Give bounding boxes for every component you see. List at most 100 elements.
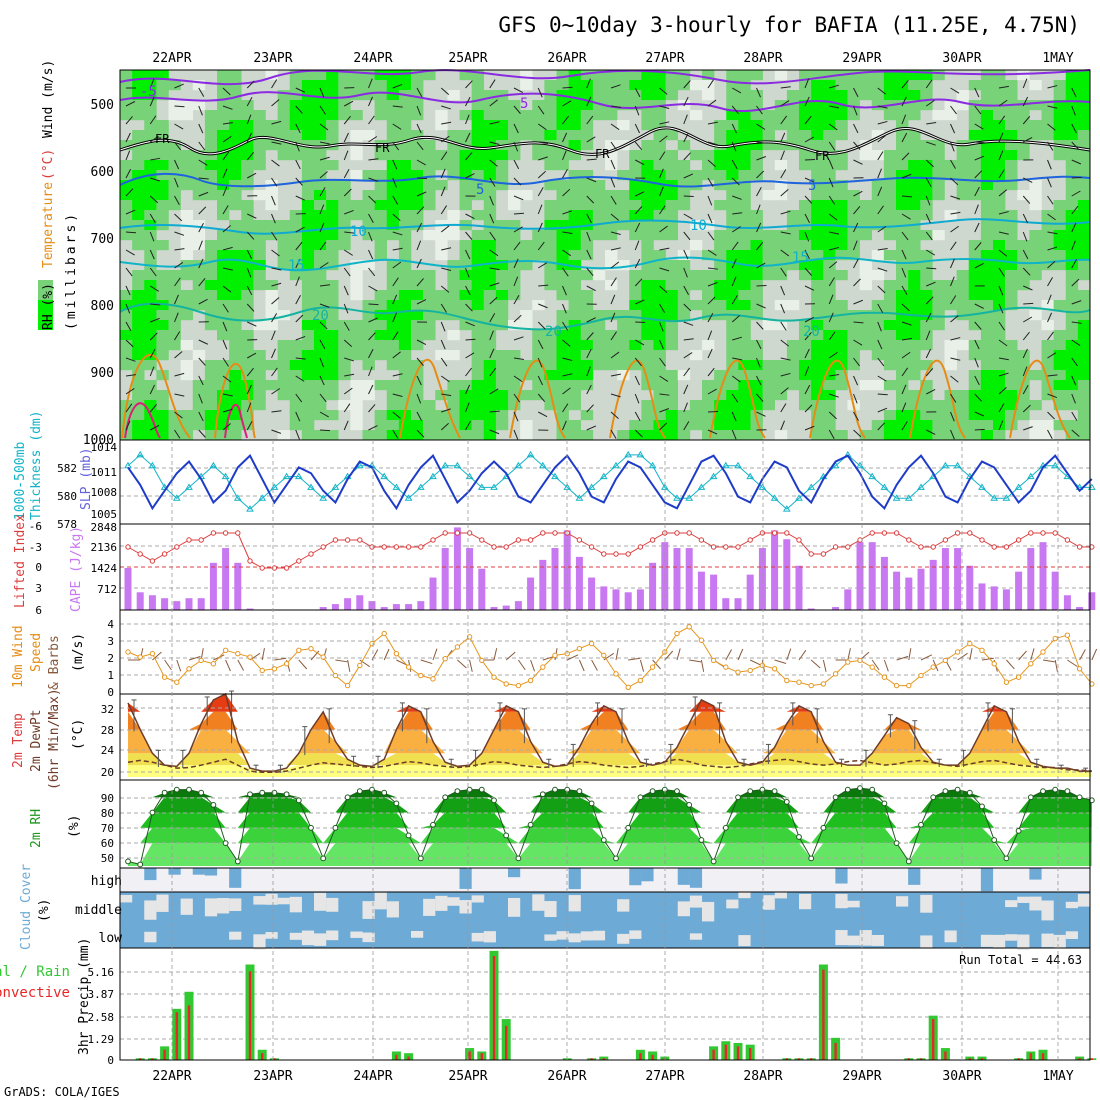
rh-cell [920, 390, 933, 401]
rh-cell [132, 240, 145, 251]
wind-barb [950, 105, 957, 115]
rh-cell [144, 150, 157, 161]
rh-cell [447, 410, 460, 421]
rh-cell [580, 120, 594, 131]
rh-cell [326, 360, 339, 371]
slp-panel: 582 580 578 1014 1011 1008 1005 1000-500… [13, 410, 1096, 531]
rh-cell [811, 380, 824, 391]
wind-barb [489, 410, 500, 413]
rh-cell [471, 320, 485, 331]
rh-cell [265, 200, 278, 211]
rh-cell [799, 150, 812, 161]
rh-cell [326, 190, 339, 201]
wind-barb [828, 261, 838, 269]
rh-cell [508, 130, 521, 141]
rh-cell [956, 100, 970, 111]
rh-cell [980, 90, 994, 101]
rh-cell [980, 370, 994, 381]
wind-barb [950, 315, 959, 323]
rh-cell [1065, 340, 1079, 351]
rh-cell [835, 380, 848, 391]
rh-cell [920, 260, 933, 271]
rh-cell [217, 230, 230, 241]
wind-barb [368, 285, 378, 292]
rh-cell [168, 80, 181, 91]
mid-cloud-gap [1005, 900, 1018, 908]
wind-barb [562, 115, 569, 125]
rh-cell [326, 210, 339, 221]
rh-cell [774, 70, 788, 81]
wind-barb [1022, 96, 1029, 107]
rh-cell [362, 320, 375, 331]
wind10m-barb [188, 655, 201, 661]
rh-cell [1041, 130, 1054, 141]
chart-title: GFS 0~10day 3-hourly for BAFIA (11.25E, … [498, 13, 1080, 37]
slp-tick-label: 1005 [91, 508, 118, 521]
rh-cell [920, 280, 933, 291]
rh-cell [144, 430, 157, 441]
rh-cell [253, 350, 266, 361]
rh-cell [799, 340, 812, 351]
wind10m-marker [552, 652, 558, 659]
mid-cloud-gap [277, 897, 290, 905]
wind-barb [537, 339, 544, 350]
rh-cell [411, 420, 424, 431]
top-date-label: 24APR [353, 51, 392, 66]
rh-cell [471, 170, 485, 181]
rh-cell [314, 210, 327, 221]
wind-barb [246, 80, 255, 89]
rh-cell [592, 360, 606, 371]
rh-cell [423, 320, 436, 331]
rh-cell [1041, 240, 1054, 251]
rh-cell [350, 110, 363, 121]
rh-cell [495, 400, 509, 411]
wind-barb [804, 96, 810, 107]
rh-cell [726, 110, 739, 121]
rh-cell [908, 430, 921, 441]
wind-barb [368, 136, 378, 143]
rh-cell [1041, 260, 1054, 271]
credit: GrADS: COLA/IGES [4, 1085, 120, 1099]
rh-cell [580, 330, 594, 341]
rh-cell [1065, 380, 1079, 391]
cape-bar [636, 589, 644, 610]
precip-gridlines [120, 971, 1090, 1040]
wind-barb [829, 231, 840, 235]
rh-cell [447, 300, 460, 311]
precip-convective-bar [980, 1058, 984, 1060]
rh-band [128, 797, 1092, 813]
rh-cell [714, 390, 727, 401]
rh-cell [132, 110, 145, 121]
rh-cell [156, 120, 169, 131]
rh-cell [641, 180, 654, 191]
rh-cell [483, 160, 497, 171]
rh-cell [993, 420, 1006, 431]
wind-barb [537, 357, 543, 368]
rh-cell [823, 130, 836, 141]
cape-bar [954, 548, 962, 610]
rh-cell [350, 270, 363, 281]
rh-cell [301, 80, 315, 91]
rh-cell [908, 420, 921, 431]
rh-cell [568, 230, 582, 241]
rh-cell [350, 400, 363, 411]
wind-barb [271, 99, 280, 107]
rh-cell [326, 350, 339, 361]
rh-cell [750, 390, 763, 401]
rh-cell [823, 420, 836, 431]
rh-cell [738, 110, 751, 121]
rh-cell [289, 370, 303, 381]
li-marker [771, 530, 778, 536]
rh-cell [241, 160, 254, 171]
rh-cell [847, 230, 860, 241]
thickness-marker [636, 450, 645, 458]
wind-barb [125, 285, 131, 296]
rh-cell [811, 160, 824, 171]
wind-barb [368, 348, 374, 359]
rh-cell [495, 110, 509, 121]
rh-cell [641, 380, 654, 391]
rh-cell [774, 160, 788, 171]
rh-cell [1005, 150, 1018, 161]
rh-cell [556, 330, 569, 341]
wind-barb [659, 408, 670, 413]
